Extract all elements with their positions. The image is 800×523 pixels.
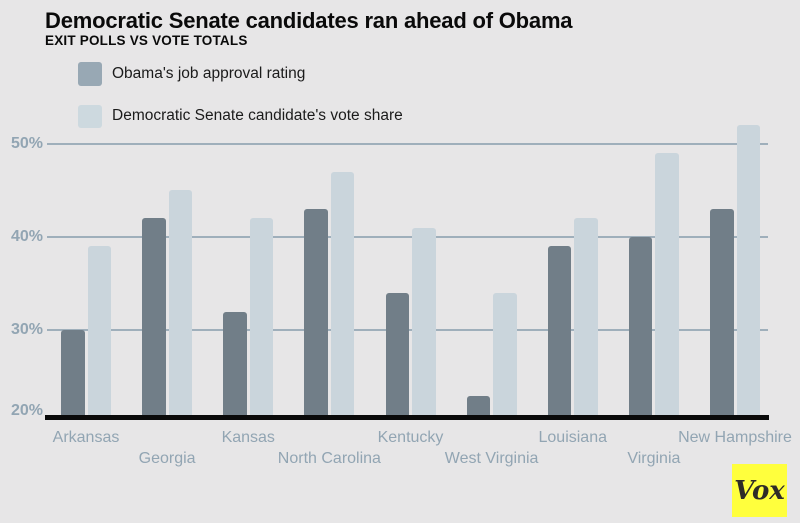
- chart-subtitle: EXIT POLLS VS VOTE TOTALS: [45, 33, 248, 48]
- bar-dem-vote-share-new-hampshire: [736, 125, 760, 420]
- bar-dem-vote-share-kansas: [249, 218, 274, 420]
- x-axis-label-virginia: Virginia: [627, 450, 681, 467]
- x-axis-label-new-hampshire: New Hampshire: [678, 429, 792, 446]
- x-axis-label-kansas: Kansas: [221, 429, 275, 446]
- x-axis-label-kentucky: Kentucky: [377, 429, 444, 446]
- bar-dem-vote-share-louisiana: [574, 218, 598, 420]
- x-axis-label-georgia: Georgia: [138, 450, 196, 467]
- bar-obama-approval-louisiana: [547, 246, 572, 420]
- y-axis-label-30: 30%: [10, 321, 43, 339]
- bar-obama-approval-north-carolina: [304, 209, 328, 420]
- gridline-50: [47, 142, 768, 145]
- bar-obama-approval-arkansas: [61, 330, 85, 420]
- legend-swatch-obama-approval: [78, 62, 102, 86]
- y-axis-label-50: 50%: [10, 134, 43, 152]
- legend-label-dem-vote-share: Democratic Senate candidate's vote share: [112, 107, 403, 124]
- gridline-40: [47, 236, 768, 238]
- bar-dem-vote-share-north-carolina: [330, 171, 355, 420]
- legend-swatch-dem-vote-share: [78, 105, 102, 128]
- legend-label-obama-approval: Obama's job approval rating: [112, 65, 306, 82]
- x-axis-label-louisiana: Louisiana: [538, 429, 608, 446]
- bar-dem-vote-share-west-virginia: [493, 292, 517, 420]
- y-axis-label-20: 20%: [10, 402, 43, 419]
- bar-obama-approval-kentucky: [385, 292, 409, 420]
- bar-obama-approval-kansas: [223, 311, 247, 420]
- x-axis-label-north-carolina: North Carolina: [277, 450, 381, 467]
- bar-obama-approval-west-virginia: [466, 395, 491, 420]
- vox-logo-text: Vox: [734, 475, 785, 506]
- bar-dem-vote-share-kentucky: [412, 227, 436, 420]
- x-axis-baseline: [45, 415, 769, 420]
- bar-dem-vote-share-georgia: [168, 190, 193, 420]
- chart-title: Democratic Senate candidates ran ahead o…: [45, 8, 573, 33]
- bar-obama-approval-georgia: [142, 218, 166, 420]
- vox-logo: Vox: [732, 464, 787, 517]
- bar-dem-vote-share-virginia: [655, 153, 679, 420]
- x-axis-label-arkansas: Arkansas: [52, 429, 120, 446]
- y-axis-label-40: 40%: [10, 228, 43, 245]
- bar-obama-approval-virginia: [628, 237, 653, 420]
- x-axis-label-west-virginia: West Virginia: [444, 450, 539, 467]
- bar-obama-approval-new-hampshire: [710, 209, 734, 420]
- bar-dem-vote-share-arkansas: [87, 246, 111, 420]
